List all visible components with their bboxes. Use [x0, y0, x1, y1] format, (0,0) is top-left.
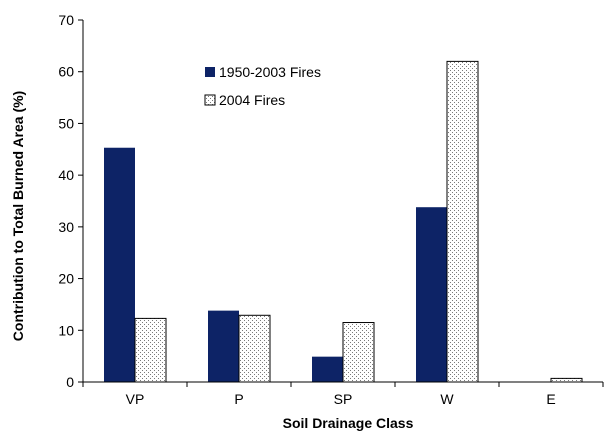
y-tick-label: 10 [58, 322, 74, 338]
y-tick-label: 70 [58, 12, 74, 28]
y-tick-label: 60 [58, 64, 74, 80]
bar-w-series-1 [416, 207, 447, 382]
legend-label-series-2: 2004 Fires [219, 92, 285, 108]
x-tick-label-sp: SP [334, 391, 353, 407]
bar-sp-series-2 [342, 322, 375, 383]
y-tick-label: 20 [58, 271, 74, 287]
x-tick-label-p: P [234, 391, 243, 407]
x-axis-title: Soil Drainage Class [283, 415, 414, 431]
bar-w-series-2 [446, 60, 479, 383]
y-tick-label: 40 [58, 167, 74, 183]
y-tick-label: 50 [58, 115, 74, 131]
labels-layer: 0 10 20 30 40 50 60 70 VP P SP W E [58, 12, 555, 407]
bar-e-series-2 [550, 377, 583, 383]
y-tick-label: 30 [58, 219, 74, 235]
bar-vp-series-2 [134, 317, 167, 383]
legend-label-series-1: 1950-2003 Fires [219, 64, 321, 80]
legend: 1950-2003 Fires 2004 Fires [204, 64, 321, 108]
bar-p-series-1 [208, 310, 239, 382]
x-tick-label-w: W [440, 391, 454, 407]
x-tick-label-vp: VP [126, 391, 145, 407]
x-tick-label-e: E [546, 391, 555, 407]
bar-p-series-2 [238, 314, 271, 383]
bar-vp-series-1 [104, 147, 135, 382]
legend-swatch-series-1 [205, 67, 215, 77]
bars-layer [104, 60, 583, 383]
y-tick-label: 0 [66, 374, 74, 390]
bar-sp-series-1 [312, 356, 343, 382]
legend-swatch-series-2 [204, 94, 216, 106]
y-axis-title: Contribution to Total Burned Area (%) [10, 91, 26, 341]
axes-layer [78, 19, 604, 387]
